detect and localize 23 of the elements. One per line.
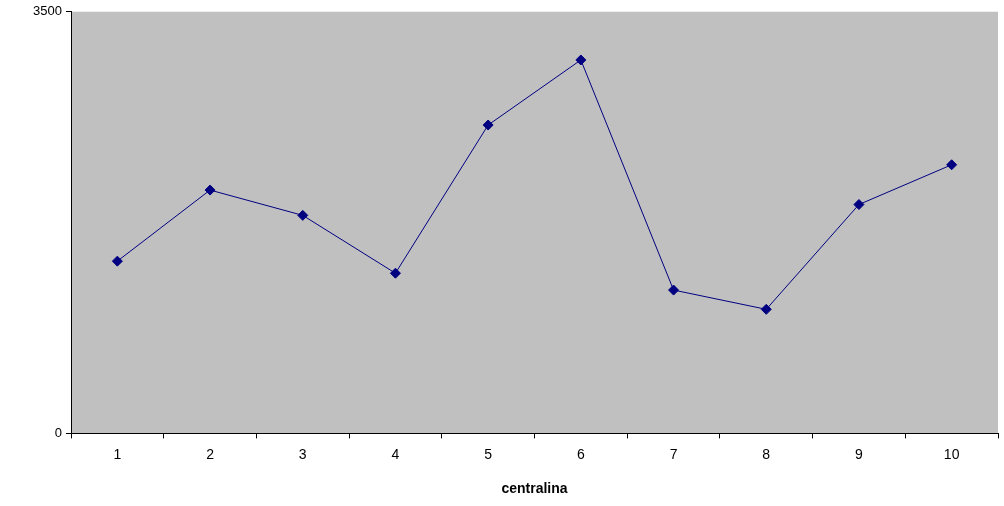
point: [297, 209, 309, 221]
x-axis-title: centralina: [501, 480, 568, 497]
point: [204, 184, 216, 196]
x-tick-label: 3: [298, 445, 307, 462]
point: [668, 284, 680, 296]
y-tick-label: 0: [54, 424, 62, 440]
point: [111, 255, 123, 267]
x-tick-label: 4: [391, 445, 400, 462]
x-tick-label: 8: [762, 445, 771, 462]
point: [389, 267, 401, 279]
point: [760, 303, 772, 315]
x-tick-label: 9: [855, 445, 864, 462]
x-tick-label: 1: [113, 445, 122, 462]
point: [482, 119, 494, 131]
x-tick-label: 7: [669, 445, 678, 462]
x-tick-label: 5: [484, 445, 493, 462]
x-tick-label: 2: [206, 445, 215, 462]
point: [575, 54, 587, 66]
point: [853, 199, 865, 211]
x-tick-label: 6: [576, 445, 585, 462]
x-tick-label: 10: [943, 445, 960, 462]
point: [946, 159, 958, 171]
y-tick-label: 3500: [33, 3, 62, 19]
